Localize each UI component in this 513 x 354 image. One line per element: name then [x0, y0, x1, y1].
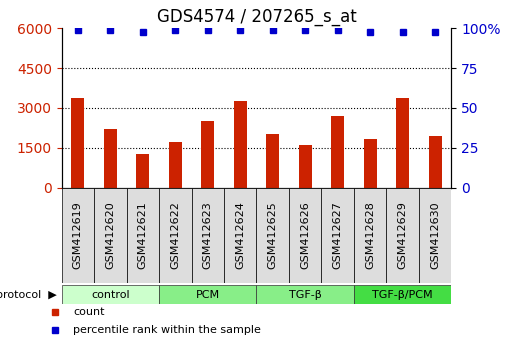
Bar [234, 101, 247, 188]
FancyBboxPatch shape [62, 285, 159, 304]
Text: GSM412628: GSM412628 [365, 201, 375, 269]
Text: GSM412626: GSM412626 [300, 201, 310, 269]
Bar [266, 134, 279, 188]
FancyBboxPatch shape [191, 188, 224, 283]
Text: GSM412619: GSM412619 [73, 201, 83, 269]
FancyBboxPatch shape [256, 285, 354, 304]
Text: count: count [73, 307, 105, 318]
FancyBboxPatch shape [159, 285, 256, 304]
Bar [136, 154, 149, 188]
Text: GSM412621: GSM412621 [138, 201, 148, 269]
Bar [429, 136, 442, 188]
Text: GSM412625: GSM412625 [268, 201, 278, 269]
Text: protocol  ▶: protocol ▶ [0, 290, 56, 300]
Text: GSM412623: GSM412623 [203, 201, 213, 269]
FancyBboxPatch shape [159, 188, 191, 283]
FancyBboxPatch shape [386, 188, 419, 283]
Text: GSM412624: GSM412624 [235, 201, 245, 269]
FancyBboxPatch shape [224, 188, 256, 283]
FancyBboxPatch shape [354, 188, 386, 283]
Text: GSM412630: GSM412630 [430, 201, 440, 269]
Text: PCM: PCM [195, 290, 220, 300]
Bar [104, 129, 117, 188]
FancyBboxPatch shape [256, 188, 289, 283]
Text: TGF-β: TGF-β [289, 290, 322, 300]
FancyBboxPatch shape [419, 188, 451, 283]
FancyBboxPatch shape [289, 188, 322, 283]
FancyBboxPatch shape [94, 188, 127, 283]
Bar [71, 98, 84, 188]
Text: control: control [91, 290, 130, 300]
FancyBboxPatch shape [354, 285, 451, 304]
Bar [364, 139, 377, 188]
Text: TGF-β/PCM: TGF-β/PCM [372, 290, 433, 300]
Text: percentile rank within the sample: percentile rank within the sample [73, 325, 261, 335]
Title: GDS4574 / 207265_s_at: GDS4574 / 207265_s_at [156, 8, 357, 25]
Text: GSM412629: GSM412629 [398, 201, 408, 269]
FancyBboxPatch shape [127, 188, 159, 283]
Text: GSM412620: GSM412620 [105, 201, 115, 269]
Text: GSM412627: GSM412627 [333, 201, 343, 269]
Bar [299, 145, 312, 188]
FancyBboxPatch shape [322, 188, 354, 283]
FancyBboxPatch shape [62, 188, 94, 283]
Bar [396, 98, 409, 188]
Bar [331, 116, 344, 188]
Text: GSM412622: GSM412622 [170, 201, 180, 269]
Bar [169, 142, 182, 188]
Bar [201, 121, 214, 188]
